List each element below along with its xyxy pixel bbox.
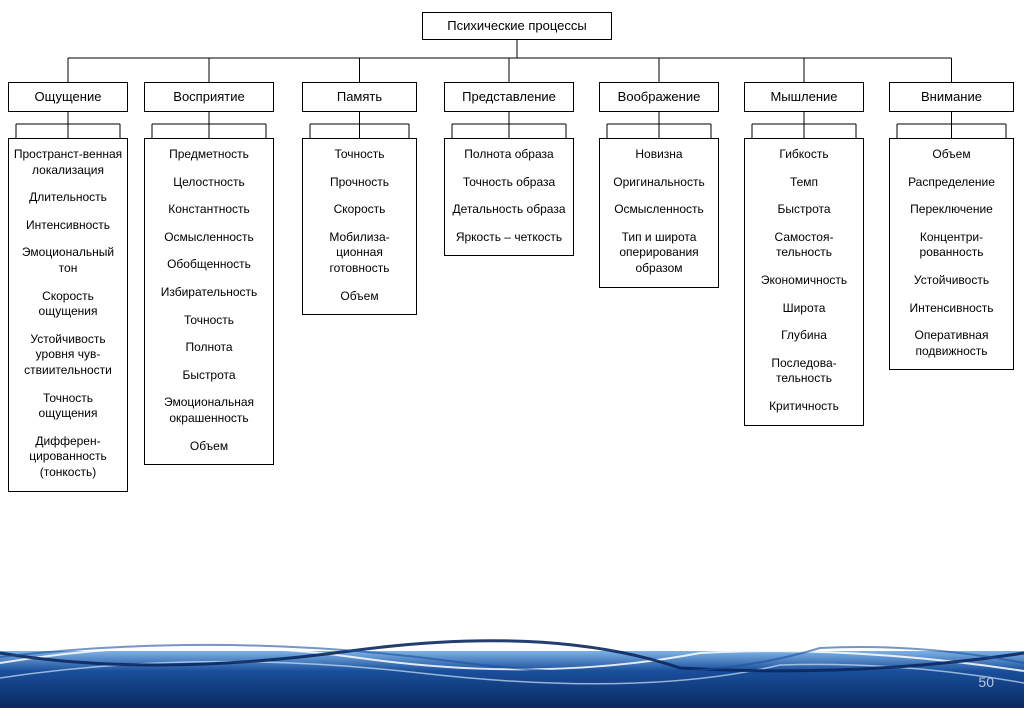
- item-perception-6: Точность: [149, 313, 269, 329]
- item-thinking-5: Широта: [749, 301, 859, 317]
- item-memory-1: Прочность: [307, 175, 412, 191]
- item-attention-3: Концентри-рованность: [894, 230, 1009, 261]
- item-representation-2: Детальность образа: [449, 202, 569, 218]
- item-imagination-3: Тип и широта оперирования образом: [604, 230, 714, 277]
- item-sensation-5: Устойчивость уровня чув-ствиительности: [13, 332, 123, 379]
- item-memory-3: Мобилиза-ционная готовность: [307, 230, 412, 277]
- items-box-perception: Предметность Целостность Константность Осмы…: [144, 138, 274, 465]
- item-attention-2: Переключение: [894, 202, 1009, 218]
- item-sensation-7: Дифферен-цированность (тонкость): [13, 434, 123, 481]
- items-box-sensation: Пространст-венная локализация Длительност…: [8, 138, 128, 492]
- item-perception-8: Быстрота: [149, 368, 269, 384]
- item-sensation-4: Скорость ощущения: [13, 289, 123, 320]
- item-perception-5: Избирательность: [149, 285, 269, 301]
- item-thinking-8: Критичность: [749, 399, 859, 415]
- item-sensation-0: Пространст-венная локализация: [13, 147, 123, 178]
- items-box-memory: Точность Прочность Скорость Мобилиза-ционна…: [302, 138, 417, 315]
- items-box-thinking: Гибкость Темп Быстрота Самостоя-тельность Эк…: [744, 138, 864, 426]
- category-header-thinking: Мышление: [744, 82, 864, 112]
- item-perception-2: Константность: [149, 202, 269, 218]
- item-thinking-7: Последова-тельность: [749, 356, 859, 387]
- item-perception-1: Целостность: [149, 175, 269, 191]
- item-thinking-0: Гибкость: [749, 147, 859, 163]
- category-header-imagination: Воображение: [599, 82, 719, 112]
- item-sensation-6: Точность ощущения: [13, 391, 123, 422]
- item-representation-1: Точность образа: [449, 175, 569, 191]
- item-attention-5: Интенсивность: [894, 301, 1009, 317]
- item-representation-3: Яркость – четкость: [449, 230, 569, 246]
- item-attention-4: Устойчивость: [894, 273, 1009, 289]
- item-perception-4: Обобщенность: [149, 257, 269, 273]
- footer-wave: [0, 623, 1024, 708]
- item-imagination-2: Осмысленность: [604, 202, 714, 218]
- item-perception-9: Эмоциональная окрашенность: [149, 395, 269, 426]
- item-thinking-1: Темп: [749, 175, 859, 191]
- item-imagination-1: Оригинальность: [604, 175, 714, 191]
- items-box-imagination: Новизна Оригинальность Осмысленность Тип и …: [599, 138, 719, 288]
- category-header-representation: Представление: [444, 82, 574, 112]
- root-node: Психические процессы: [422, 12, 612, 40]
- item-memory-2: Скорость: [307, 202, 412, 218]
- items-box-attention: Объем Распределение Переключение Концентри-…: [889, 138, 1014, 370]
- item-attention-1: Распределение: [894, 175, 1009, 191]
- item-perception-10: Объем: [149, 439, 269, 455]
- item-perception-7: Полнота: [149, 340, 269, 356]
- item-thinking-6: Глубина: [749, 328, 859, 344]
- category-header-perception: Восприятие: [144, 82, 274, 112]
- category-header-attention: Внимание: [889, 82, 1014, 112]
- category-header-sensation: Ощущение: [8, 82, 128, 112]
- item-perception-0: Предметность: [149, 147, 269, 163]
- item-sensation-3: Эмоциональный тон: [13, 245, 123, 276]
- item-perception-3: Осмысленность: [149, 230, 269, 246]
- item-thinking-2: Быстрота: [749, 202, 859, 218]
- item-memory-4: Объем: [307, 289, 412, 305]
- item-thinking-3: Самостоя-тельность: [749, 230, 859, 261]
- item-attention-0: Объем: [894, 147, 1009, 163]
- item-memory-0: Точность: [307, 147, 412, 163]
- item-imagination-0: Новизна: [604, 147, 714, 163]
- category-header-memory: Память: [302, 82, 417, 112]
- items-box-representation: Полнота образа Точность образа Детальность…: [444, 138, 574, 256]
- item-sensation-1: Длительность: [13, 190, 123, 206]
- item-thinking-4: Экономичность: [749, 273, 859, 289]
- item-sensation-2: Интенсивность: [13, 218, 123, 234]
- page-number: 50: [978, 674, 994, 690]
- item-representation-0: Полнота образа: [449, 147, 569, 163]
- item-attention-6: Оперативная подвижность: [894, 328, 1009, 359]
